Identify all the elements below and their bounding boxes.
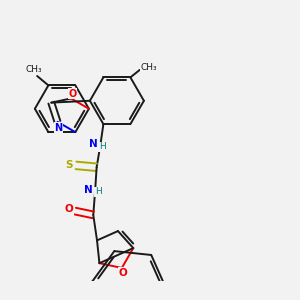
Text: O: O: [65, 204, 74, 214]
Text: CH₃: CH₃: [141, 64, 158, 73]
Text: H: H: [99, 142, 106, 151]
Text: N: N: [55, 123, 63, 133]
Text: CH₃: CH₃: [26, 65, 42, 74]
Text: O: O: [118, 268, 127, 278]
Text: N: N: [89, 139, 98, 149]
Text: N: N: [84, 185, 93, 195]
Text: S: S: [65, 160, 73, 170]
Text: H: H: [95, 187, 101, 196]
Text: O: O: [68, 88, 76, 99]
